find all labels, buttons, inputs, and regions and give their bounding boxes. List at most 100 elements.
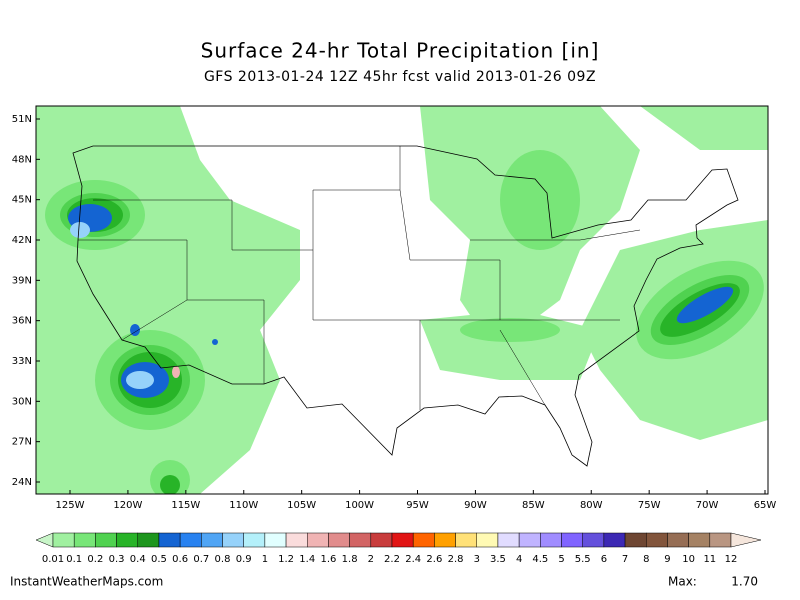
lat-label: 30N — [12, 396, 32, 407]
colorbar-box — [518, 532, 541, 548]
colorbar-label: 9 — [664, 554, 670, 565]
lon-label: 120W — [113, 500, 142, 511]
colorbar-label: 1 — [262, 554, 268, 565]
colorbar-box — [52, 532, 75, 548]
colorbar-box — [222, 532, 244, 548]
footer-max-value: 1.70 — [731, 575, 758, 589]
colorbar-box — [497, 532, 520, 548]
colorbar-box — [285, 532, 308, 548]
map-frame — [35, 105, 769, 495]
colorbar-box — [561, 532, 583, 548]
colorbar-label: 2.6 — [426, 554, 442, 565]
colorbar-label: 0.2 — [87, 554, 103, 565]
colorbar-label: 3 — [474, 554, 480, 565]
colorbar-label: 3.5 — [490, 554, 506, 565]
colorbar-label: 1.4 — [299, 554, 315, 565]
colorbar-box — [95, 532, 117, 548]
colorbar-box — [624, 532, 647, 548]
axes: 51N 48N 45N 42N 39N 36N 33N 30N 27N 24N 125W 120W 11… — [12, 114, 777, 511]
subtitle: GFS 2013-01-24 12Z 45hr fcst valid 2013-… — [204, 69, 596, 85]
colorbar-box — [328, 532, 350, 548]
colorbar-box — [603, 532, 626, 548]
colorbar-label: 4 — [516, 554, 522, 565]
colorbar-label: 2.2 — [384, 554, 400, 565]
colorbar-label: 0.01 — [42, 554, 64, 565]
lon-label: 70W — [696, 500, 719, 511]
colorbar-box — [688, 532, 711, 548]
colorbar-box — [709, 532, 732, 548]
colorbar-label: 4.5 — [532, 554, 548, 565]
colorbar-label: 1.6 — [320, 554, 336, 565]
lon-label: 95W — [406, 500, 429, 511]
colorbar-box — [455, 532, 477, 548]
footer-site: InstantWeatherMaps.com — [10, 575, 163, 589]
lat-label: 27N — [12, 437, 32, 448]
colorbar-box — [158, 532, 181, 548]
colorbar-box — [391, 532, 414, 548]
colorbar-label: 5 — [558, 554, 564, 565]
colorbar-label: 0.6 — [172, 554, 188, 565]
colorbar-end — [730, 532, 762, 548]
lat-label: 42N — [12, 235, 32, 246]
colorbar-label: 8 — [643, 554, 649, 565]
map — [35, 105, 769, 495]
lon-label: 80W — [580, 500, 603, 511]
colorbar-label: 1.2 — [278, 554, 294, 565]
colorbar-label: 0.8 — [215, 554, 231, 565]
colorbar-box — [667, 532, 689, 548]
colorbar-box — [540, 532, 562, 548]
title: Surface 24-hr Total Precipitation [in] — [201, 39, 600, 63]
lon-label: 125W — [56, 500, 85, 511]
precip-field — [36, 106, 768, 494]
colorbar-box — [201, 532, 223, 548]
colorbar-box — [582, 532, 605, 548]
colorbar-label: 11 — [703, 554, 716, 565]
colorbar-box — [434, 532, 456, 548]
colorbar-label: 0.4 — [130, 554, 146, 565]
lon-label: 75W — [638, 500, 661, 511]
lat-label: 39N — [12, 275, 32, 286]
lon-label: 85W — [522, 500, 545, 511]
lon-label: 115W — [171, 500, 200, 511]
colorbar-label: 0.7 — [193, 554, 209, 565]
colorbar-box — [412, 532, 435, 548]
colorbar-box — [476, 532, 499, 548]
us-outline — [72, 145, 739, 467]
footer-max-label: Max: — [668, 575, 697, 589]
colorbar-box — [264, 532, 287, 548]
colorbar-label: 10 — [682, 554, 695, 565]
lat-label: 45N — [12, 195, 32, 206]
lon-label: 65W — [754, 500, 777, 511]
colorbar-end — [35, 532, 54, 548]
lat-label: 36N — [12, 316, 32, 327]
lon-label: 105W — [287, 500, 316, 511]
colorbar-box — [370, 532, 393, 548]
colorbar-box — [243, 532, 266, 548]
colorbar-label: 0.3 — [109, 554, 125, 565]
colorbar: 0.01 0.1 0.2 0.3 0.4 0.5 0.6 0.7 0.8 0.9 1 1.2 1.4 1.… — [35, 532, 762, 565]
lon-label: 90W — [464, 500, 487, 511]
colorbar-label: 2.8 — [448, 554, 464, 565]
colorbar-box — [349, 532, 372, 548]
colorbar-label: 5.5 — [575, 554, 591, 565]
lat-label: 24N — [12, 477, 32, 488]
colorbar-label: 6 — [601, 554, 607, 565]
colorbar-label: 0.1 — [66, 554, 82, 565]
lon-label: 100W — [345, 500, 374, 511]
lat-label: 33N — [12, 356, 32, 367]
state-lines — [78, 146, 641, 410]
colorbar-box — [179, 532, 202, 548]
colorbar-label: 2.4 — [405, 554, 421, 565]
colorbar-box — [73, 532, 96, 548]
lat-label: 51N — [12, 114, 32, 125]
colorbar-box — [137, 532, 160, 548]
colorbar-box — [116, 532, 138, 548]
colorbar-label: 1.8 — [342, 554, 358, 565]
colorbar-label: 12 — [725, 554, 738, 565]
lat-label: 48N — [12, 154, 32, 165]
colorbar-label: 0.5 — [151, 554, 167, 565]
colorbar-box — [646, 532, 668, 548]
lon-label: 110W — [229, 500, 258, 511]
colorbar-label: 7 — [622, 554, 628, 565]
